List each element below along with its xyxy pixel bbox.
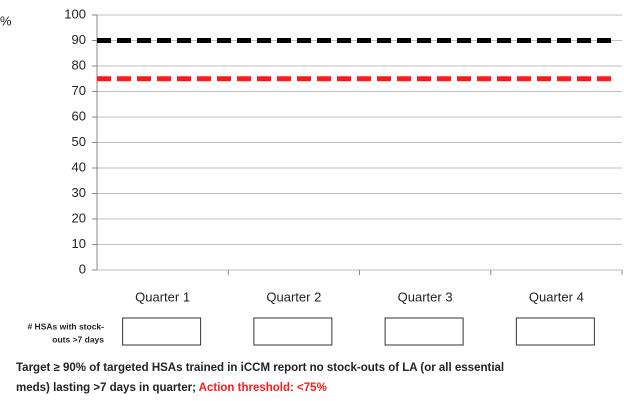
footer: Target ≥ 90% of targeted HSAs trained in…: [16, 362, 504, 374]
y-tick-label: 0: [79, 261, 86, 276]
x-tick-label: Quarter 3: [398, 289, 453, 304]
footer-text: meds) lasting >7 days in quarter;: [16, 382, 199, 394]
y-tick-label: 100: [64, 6, 86, 21]
table-cell: [515, 317, 595, 346]
table-cell: [122, 317, 202, 346]
y-tick-label: 40: [72, 159, 86, 174]
y-tick-label: 30: [72, 185, 86, 200]
x-tick-label: Quarter 4: [529, 289, 584, 304]
y-tick-label: 20: [72, 210, 86, 225]
footer-highlight: Action threshold: <75%: [199, 382, 327, 394]
y-axis-label: %: [0, 13, 12, 28]
table-cell: [384, 317, 464, 346]
y-tick-label: 70: [72, 83, 86, 98]
y-tick-label: 90: [72, 32, 86, 47]
y-tick-label: 60: [72, 108, 86, 123]
y-tick-label: 10: [72, 236, 86, 251]
footer: meds) lasting >7 days in quarter; Action…: [16, 382, 327, 394]
table-cell: [253, 317, 333, 346]
row-label: outs >7 days: [52, 334, 104, 344]
x-tick-label: Quarter 1: [135, 289, 190, 304]
y-tick-label: 80: [72, 57, 86, 72]
row-label: # HSAs with stock-: [27, 321, 104, 331]
x-tick-label: Quarter 2: [266, 289, 321, 304]
y-tick-label: 50: [72, 134, 86, 149]
